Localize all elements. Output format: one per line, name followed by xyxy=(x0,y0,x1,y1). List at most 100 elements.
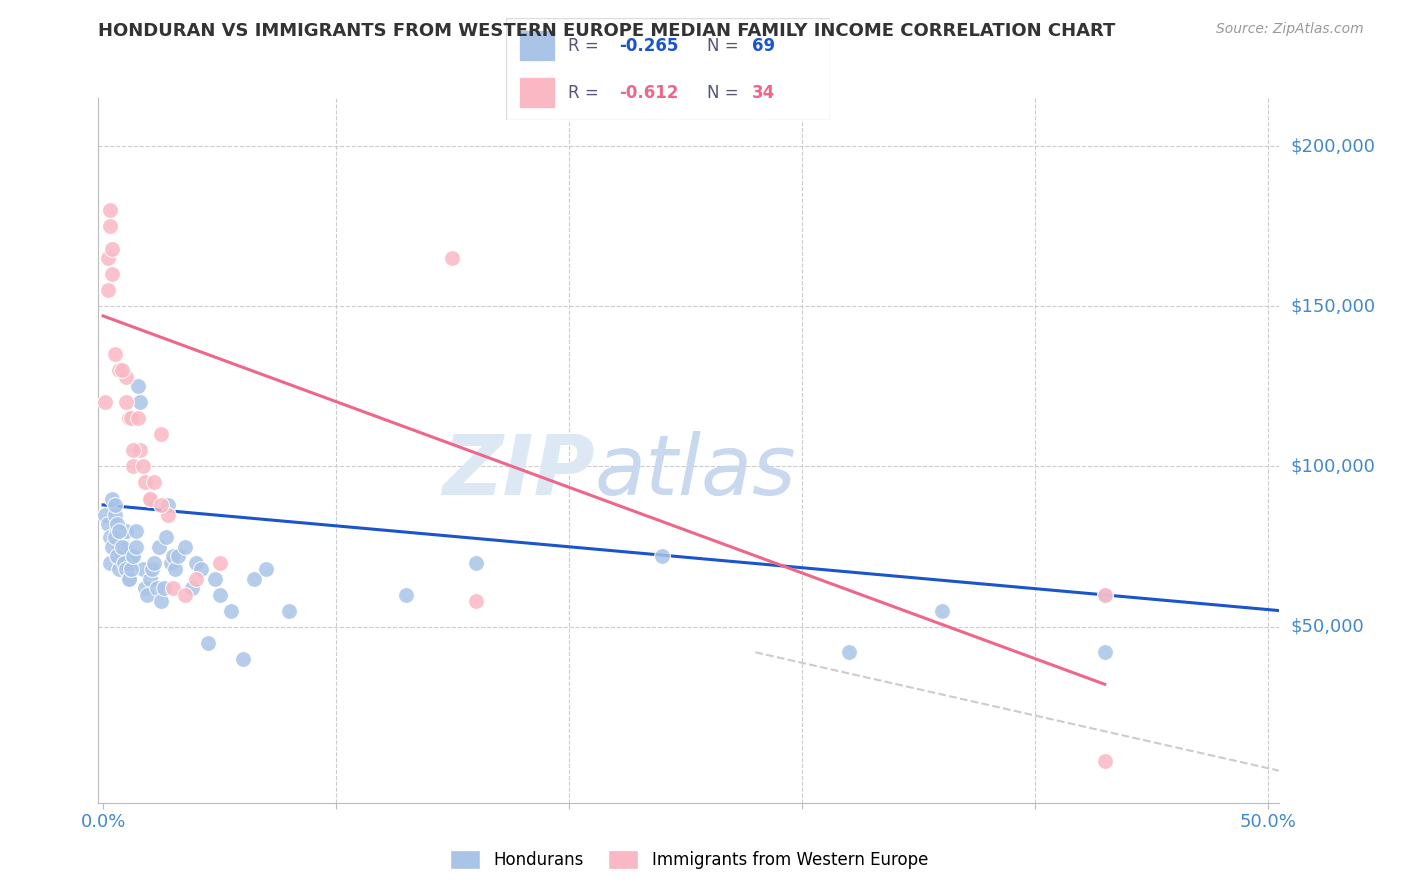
Point xyxy=(166,549,188,564)
Point xyxy=(98,203,121,218)
Point xyxy=(115,556,138,570)
Point xyxy=(111,530,134,544)
Point xyxy=(159,556,181,570)
Point xyxy=(150,594,173,608)
Point xyxy=(112,556,135,570)
Point xyxy=(232,651,254,665)
Point xyxy=(254,562,277,576)
Point xyxy=(441,252,464,266)
Point xyxy=(162,581,184,595)
Point xyxy=(101,242,124,256)
Point xyxy=(219,604,242,618)
Text: $50,000: $50,000 xyxy=(1291,617,1364,636)
Text: 34: 34 xyxy=(752,84,775,102)
Text: N =: N = xyxy=(707,84,744,102)
Point xyxy=(104,530,127,544)
Point xyxy=(115,395,138,409)
Point xyxy=(131,459,153,474)
Point xyxy=(464,556,486,570)
Point xyxy=(101,540,124,554)
Text: 69: 69 xyxy=(752,37,775,54)
Point xyxy=(122,459,145,474)
Point xyxy=(157,508,180,522)
Point xyxy=(152,581,174,595)
Point xyxy=(129,443,152,458)
Point xyxy=(150,498,173,512)
Point xyxy=(105,517,128,532)
Point xyxy=(143,556,166,570)
Point xyxy=(104,498,127,512)
Point xyxy=(148,540,170,554)
FancyBboxPatch shape xyxy=(519,30,554,61)
Point xyxy=(122,443,145,458)
Point xyxy=(138,572,160,586)
Text: R =: R = xyxy=(568,84,603,102)
Point xyxy=(101,491,124,506)
Text: ZIP: ZIP xyxy=(441,431,595,512)
Point xyxy=(131,562,153,576)
Point xyxy=(118,572,141,586)
Point xyxy=(111,549,134,564)
Point xyxy=(118,572,141,586)
Point xyxy=(190,562,212,576)
Point xyxy=(94,395,117,409)
Point xyxy=(837,645,859,659)
Text: atlas: atlas xyxy=(595,431,796,512)
Point xyxy=(931,604,953,618)
Point xyxy=(155,530,177,544)
Text: N =: N = xyxy=(707,37,744,54)
Point xyxy=(122,549,145,564)
Point xyxy=(104,508,127,522)
Point xyxy=(173,540,195,554)
Point xyxy=(98,530,121,544)
Point xyxy=(115,524,138,538)
Point xyxy=(141,562,163,576)
Point xyxy=(97,283,120,297)
Point xyxy=(173,588,195,602)
Point xyxy=(108,562,131,576)
Point xyxy=(134,581,156,595)
Point xyxy=(127,411,149,425)
Point xyxy=(1094,645,1116,659)
Point xyxy=(104,347,127,361)
Point xyxy=(145,581,167,595)
Point xyxy=(125,540,148,554)
Text: Source: ZipAtlas.com: Source: ZipAtlas.com xyxy=(1216,22,1364,37)
Point xyxy=(98,219,121,234)
Text: $100,000: $100,000 xyxy=(1291,458,1375,475)
Point xyxy=(243,572,266,586)
Point xyxy=(111,540,134,554)
Text: $200,000: $200,000 xyxy=(1291,137,1375,155)
Text: HONDURAN VS IMMIGRANTS FROM WESTERN EUROPE MEDIAN FAMILY INCOME CORRELATION CHAR: HONDURAN VS IMMIGRANTS FROM WESTERN EURO… xyxy=(98,22,1116,40)
Point xyxy=(180,581,202,595)
Point xyxy=(1094,588,1116,602)
Point xyxy=(127,379,149,393)
Text: $150,000: $150,000 xyxy=(1291,297,1375,315)
Point xyxy=(186,556,208,570)
Point xyxy=(120,556,142,570)
Point xyxy=(112,549,135,564)
Point xyxy=(197,635,219,649)
Point xyxy=(278,604,301,618)
Point xyxy=(108,363,131,377)
Point xyxy=(143,475,166,490)
Point xyxy=(118,411,141,425)
Point xyxy=(150,427,173,442)
Point xyxy=(1094,754,1116,768)
Point xyxy=(112,540,135,554)
Point xyxy=(94,508,117,522)
Point xyxy=(134,475,156,490)
Point xyxy=(108,524,131,538)
FancyBboxPatch shape xyxy=(519,78,554,108)
Text: -0.612: -0.612 xyxy=(619,84,679,102)
Point xyxy=(98,556,121,570)
Point xyxy=(97,252,120,266)
Point xyxy=(186,572,208,586)
Point xyxy=(101,268,124,282)
Point xyxy=(204,572,226,586)
Point xyxy=(1094,588,1116,602)
Point xyxy=(464,594,486,608)
Point xyxy=(138,491,160,506)
Point xyxy=(111,363,134,377)
Text: -0.265: -0.265 xyxy=(619,37,679,54)
